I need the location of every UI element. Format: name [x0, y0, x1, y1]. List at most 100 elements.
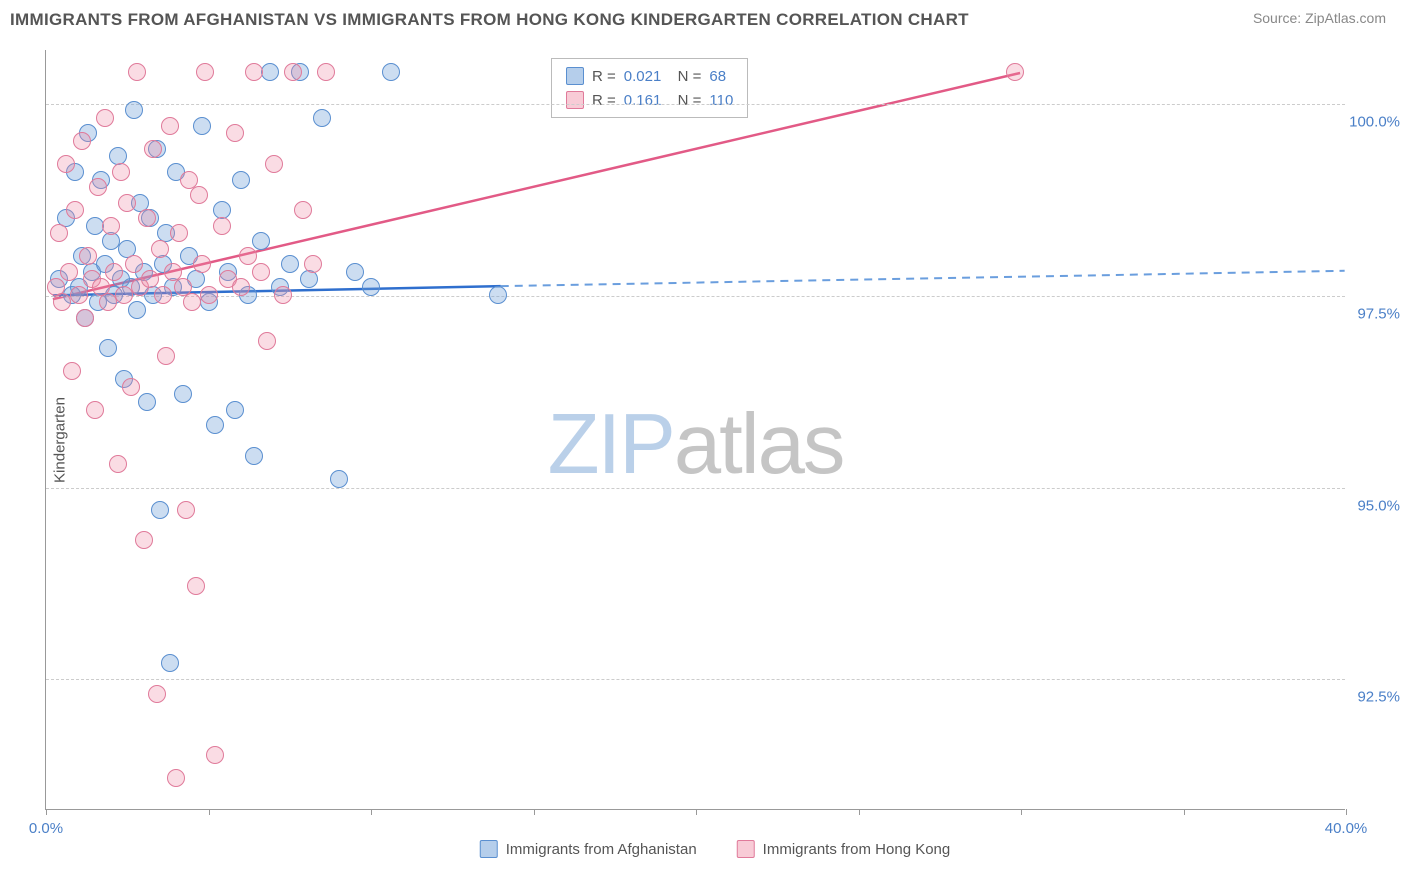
legend-swatch-pink-icon — [737, 840, 755, 858]
n-value-pink: 110 — [709, 92, 733, 109]
legend-swatch-blue — [566, 67, 584, 85]
data-point — [57, 155, 75, 173]
data-point — [135, 531, 153, 549]
data-point — [63, 362, 81, 380]
ytick-label: 95.0% — [1357, 497, 1400, 514]
gridline-h — [46, 679, 1345, 680]
data-point — [193, 117, 211, 135]
legend-swatch-blue-icon — [480, 840, 498, 858]
data-point — [115, 286, 133, 304]
data-point — [109, 455, 127, 473]
watermark-zip: ZIP — [548, 397, 674, 492]
data-point — [177, 501, 195, 519]
data-point — [60, 263, 78, 281]
chart-title: IMMIGRANTS FROM AFGHANISTAN VS IMMIGRANT… — [10, 10, 969, 30]
data-point — [144, 140, 162, 158]
data-point — [105, 263, 123, 281]
data-point — [252, 263, 270, 281]
ytick-label: 100.0% — [1349, 113, 1400, 130]
data-point — [187, 577, 205, 595]
xtick-mark — [209, 809, 210, 815]
data-point — [53, 293, 71, 311]
watermark: ZIPatlas — [548, 396, 844, 494]
data-point — [330, 470, 348, 488]
data-point — [161, 654, 179, 672]
bottom-legend-label-pink: Immigrants from Hong Kong — [763, 841, 951, 858]
data-point — [313, 109, 331, 127]
xtick-mark — [371, 809, 372, 815]
n-value-blue: 68 — [709, 68, 726, 85]
data-point — [151, 501, 169, 519]
data-point — [99, 339, 117, 357]
data-point — [76, 309, 94, 327]
data-point — [138, 393, 156, 411]
data-point — [70, 286, 88, 304]
data-point — [489, 286, 507, 304]
data-point — [245, 447, 263, 465]
data-point — [245, 63, 263, 81]
legend-row-pink: R = 0.161 N = 110 — [566, 88, 733, 112]
data-point — [99, 293, 117, 311]
data-point — [138, 209, 156, 227]
data-point — [125, 255, 143, 273]
watermark-atlas: atlas — [674, 397, 844, 492]
correlation-legend: R = 0.021 N = 68 R = 0.161 N = 110 — [551, 58, 748, 118]
xtick-mark — [46, 809, 47, 815]
data-point — [102, 217, 120, 235]
data-point — [226, 124, 244, 142]
data-point — [112, 163, 130, 181]
data-point — [232, 278, 250, 296]
ytick-label: 92.5% — [1357, 689, 1400, 706]
data-point — [317, 63, 335, 81]
data-point — [213, 217, 231, 235]
xtick-mark — [1184, 809, 1185, 815]
data-point — [125, 101, 143, 119]
bottom-legend-item-pink: Immigrants from Hong Kong — [737, 840, 951, 858]
data-point — [232, 171, 250, 189]
data-point — [226, 401, 244, 419]
data-point — [128, 301, 146, 319]
data-point — [157, 347, 175, 365]
data-point — [50, 224, 68, 242]
data-point — [96, 109, 114, 127]
data-point — [154, 286, 172, 304]
data-point — [174, 385, 192, 403]
bottom-legend: Immigrants from Afghanistan Immigrants f… — [480, 840, 951, 858]
ytick-label: 97.5% — [1357, 305, 1400, 322]
data-point — [167, 769, 185, 787]
data-point — [190, 186, 208, 204]
gridline-h — [46, 104, 1345, 105]
data-point — [206, 416, 224, 434]
data-point — [89, 178, 107, 196]
data-point — [261, 63, 279, 81]
data-point — [300, 270, 318, 288]
data-point — [206, 746, 224, 764]
data-point — [66, 201, 84, 219]
data-point — [170, 224, 188, 242]
data-point — [122, 378, 140, 396]
data-point — [73, 132, 91, 150]
bottom-legend-item-blue: Immigrants from Afghanistan — [480, 840, 697, 858]
r-value-blue: 0.021 — [624, 68, 662, 85]
data-point — [141, 270, 159, 288]
chart-container: Kindergarten ZIPatlas R = 0.021 N = 68 R… — [45, 50, 1385, 830]
data-point — [239, 247, 257, 265]
source-label: Source: ZipAtlas.com — [1253, 10, 1386, 26]
data-point — [284, 63, 302, 81]
data-point — [346, 263, 364, 281]
data-point — [86, 401, 104, 419]
data-point — [79, 247, 97, 265]
data-point — [151, 240, 169, 258]
xtick-label: 40.0% — [1325, 820, 1368, 837]
data-point — [148, 685, 166, 703]
data-point — [128, 63, 146, 81]
data-point — [200, 286, 218, 304]
header: IMMIGRANTS FROM AFGHANISTAN VS IMMIGRANT… — [0, 0, 1406, 35]
data-point — [1006, 63, 1024, 81]
xtick-label: 0.0% — [29, 820, 63, 837]
gridline-h — [46, 488, 1345, 489]
trend-lines — [46, 50, 1345, 809]
xtick-mark — [696, 809, 697, 815]
data-point — [183, 293, 201, 311]
data-point — [196, 63, 214, 81]
